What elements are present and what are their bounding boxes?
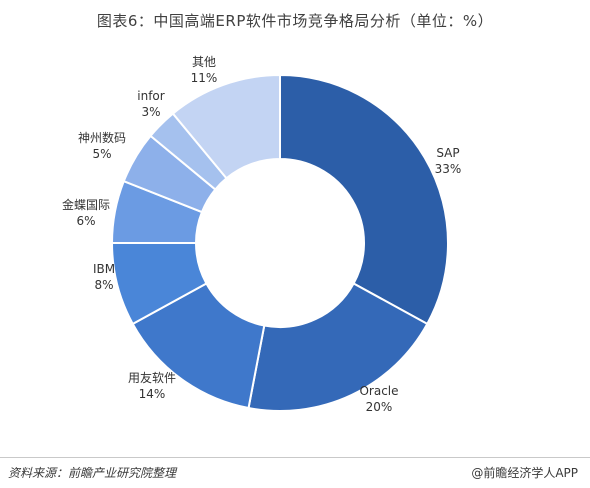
slice-8 [171, 73, 281, 180]
donut-chart: SAP 33% Oracle 20% 用友软件 14% IBM 8% 金蝶国际 6% 神州数码 5% i… [62, 55, 461, 414]
slice-name-label: infor [137, 89, 165, 103]
slice-1 [279, 73, 450, 326]
footer: 资料来源：前瞻产业研究院整理 @前瞻经济学人APP [0, 457, 590, 488]
slice-name-label: 用友软件 [128, 371, 176, 385]
slice-name-label: IBM [93, 262, 115, 276]
slice-name-label: 神州数码 [78, 130, 126, 145]
slice-name-label: Oracle [359, 384, 398, 398]
slice-value-label: 3% [141, 105, 160, 119]
slice-value-label: 8% [94, 278, 113, 292]
slice-value-label: 33% [435, 162, 462, 176]
slice-value-label: 14% [139, 387, 166, 401]
slice-value-label: 20% [366, 400, 393, 414]
slice-2 [247, 282, 429, 412]
source-note: 资料来源：前瞻产业研究院整理 [8, 466, 177, 480]
slice-name-label: 金蝶国际 [62, 197, 110, 212]
slice-name-label: 其他 [192, 55, 216, 69]
brand-credit: @前瞻经济学人APP [471, 466, 578, 480]
slice-value-label: 6% [76, 214, 95, 228]
slice-value-label: 11% [191, 71, 218, 85]
slice-value-label: 5% [92, 147, 111, 161]
slice-labels: SAP 33% Oracle 20% 用友软件 14% IBM 8% 金蝶国际 6% 神州数码 5% i… [62, 55, 461, 414]
slice-name-label: SAP [436, 146, 459, 160]
chart-title: 图表6：中国高端ERP软件市场竞争格局分析（单位：%） [96, 12, 494, 30]
donut-slices [110, 73, 450, 412]
